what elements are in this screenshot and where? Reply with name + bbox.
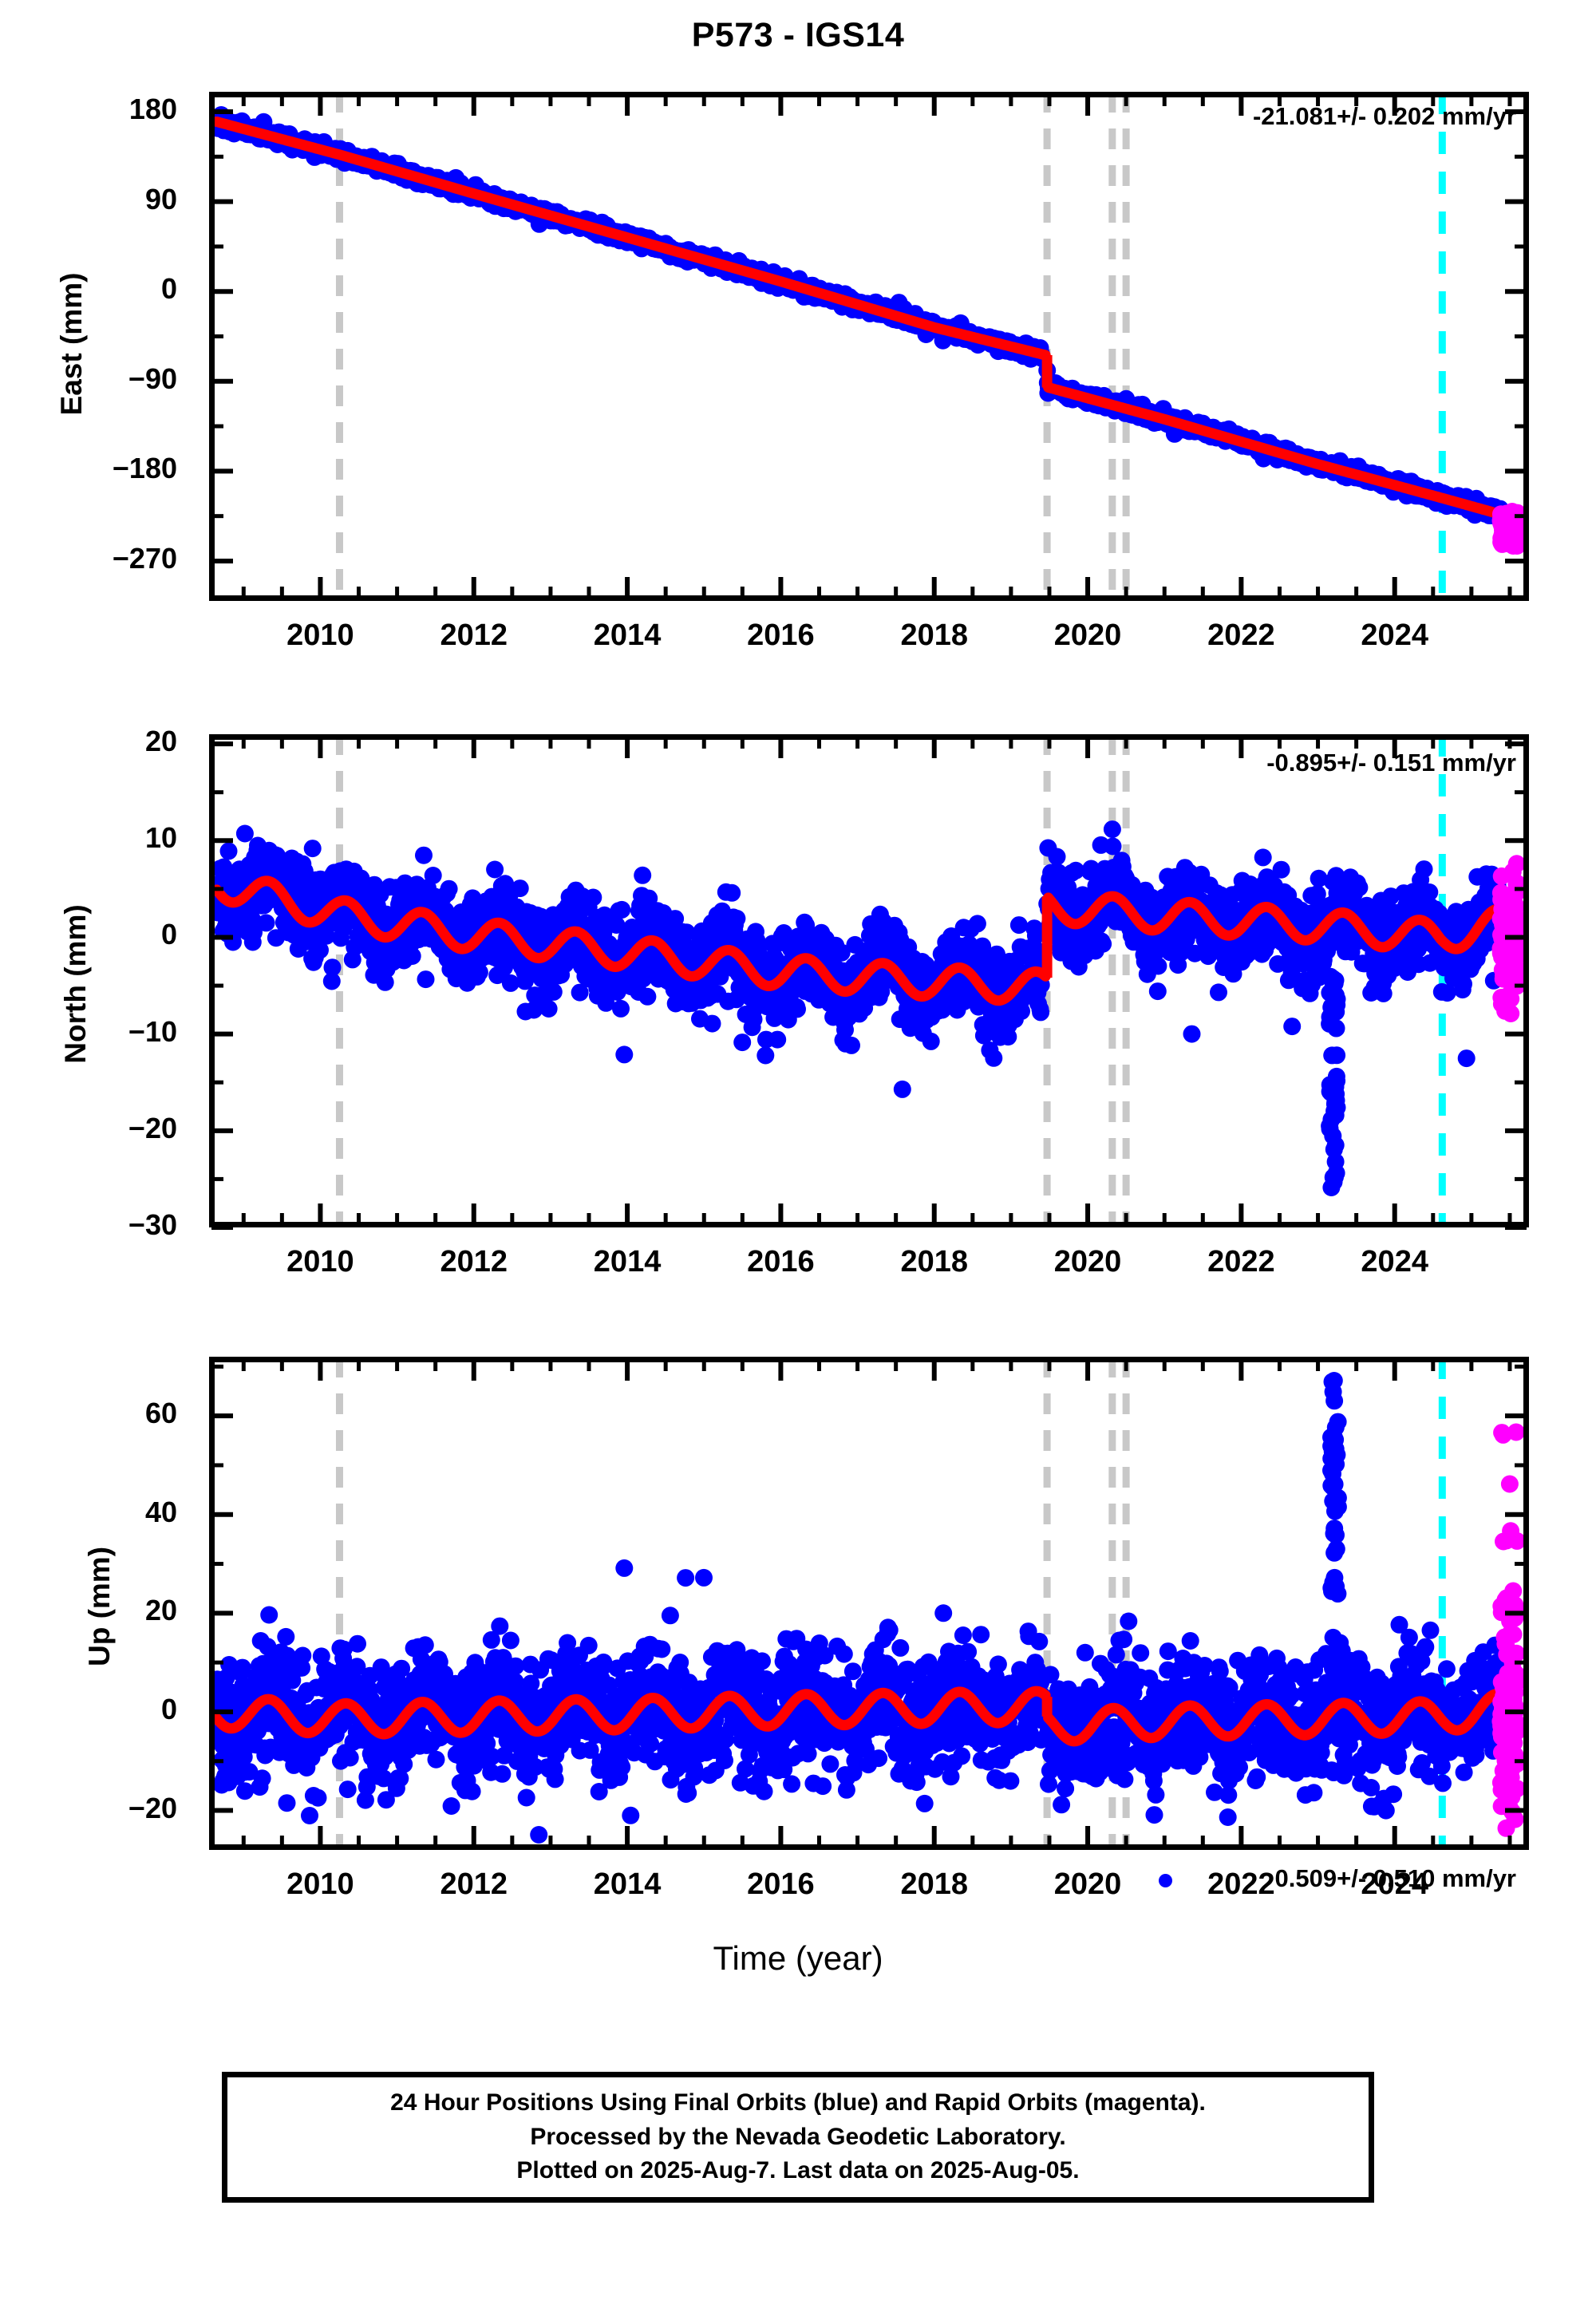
- north-xtick-label: 2010: [248, 1245, 392, 1279]
- up-ytick-label: 20: [0, 1594, 177, 1627]
- north-ytick-label: 20: [0, 725, 177, 758]
- caption-line-2: Processed by the Nevada Geodetic Laborat…: [530, 2120, 1065, 2155]
- north-ytick-label: −30: [0, 1208, 177, 1242]
- east-xtick-label: 2014: [555, 619, 699, 653]
- east-xtick-label: 2024: [1323, 619, 1467, 653]
- north-ytick-label: −10: [0, 1015, 177, 1049]
- up-xtick-label: 2020: [1016, 1867, 1159, 1902]
- north-xtick-label: 2020: [1016, 1245, 1159, 1279]
- east-axis-title: East (mm): [55, 224, 89, 464]
- east-ytick-label: 90: [0, 183, 177, 216]
- up-xtick-label: 2014: [555, 1867, 699, 1902]
- east-rate-label: -21.081+/- 0.202 mm/yr: [1117, 102, 1516, 131]
- east-xtick-label: 2020: [1016, 619, 1159, 653]
- up-xtick-label: 2018: [863, 1867, 1006, 1902]
- north-xtick-label: 2018: [863, 1245, 1006, 1279]
- north-axis-title: North (mm): [59, 864, 93, 1104]
- north-ytick-label: 0: [0, 918, 177, 951]
- east-ytick-label: 180: [0, 93, 177, 126]
- north-xtick-label: 2012: [402, 1245, 546, 1279]
- east-ytick-label: 0: [0, 272, 177, 306]
- up-xtick-label: 2012: [402, 1867, 546, 1902]
- up-ytick-label: 40: [0, 1496, 177, 1529]
- up-ytick-label: 0: [0, 1693, 177, 1726]
- north-ytick-label: 10: [0, 821, 177, 855]
- east-xtick-label: 2010: [248, 619, 392, 653]
- caption-line-3: Plotted on 2025-Aug-7. Last data on 2025…: [516, 2154, 1079, 2188]
- east-xtick-label: 2016: [709, 619, 852, 653]
- x-axis-title: Time (year): [0, 1939, 1596, 1978]
- east-xtick-label: 2018: [863, 619, 1006, 653]
- north-xtick-label: 2024: [1323, 1245, 1467, 1279]
- east-ytick-label: −270: [0, 542, 177, 575]
- page-title: P573 - IGS14: [0, 16, 1596, 55]
- east-xtick-label: 2012: [402, 619, 546, 653]
- north-ytick-label: −20: [0, 1112, 177, 1145]
- up-xtick-label: 2024: [1323, 1867, 1467, 1902]
- caption-box: 24 Hour Positions Using Final Orbits (bl…: [222, 2072, 1374, 2203]
- north-rate-label: -0.895+/- 0.151 mm/yr: [1117, 749, 1516, 777]
- caption-line-1: 24 Hour Positions Using Final Orbits (bl…: [390, 2086, 1206, 2120]
- east-ytick-label: −180: [0, 452, 177, 485]
- up-xtick-label: 2010: [248, 1867, 392, 1902]
- up-ytick-label: 60: [0, 1397, 177, 1430]
- north-xtick-label: 2014: [555, 1245, 699, 1279]
- east-xtick-label: 2022: [1169, 619, 1313, 653]
- north-xtick-label: 2022: [1169, 1245, 1313, 1279]
- north-xtick-label: 2016: [709, 1245, 852, 1279]
- up-xtick-label: 2022: [1169, 1867, 1313, 1902]
- up-ytick-label: −20: [0, 1792, 177, 1825]
- up-xtick-label: 2016: [709, 1867, 852, 1902]
- east-ytick-label: −90: [0, 362, 177, 396]
